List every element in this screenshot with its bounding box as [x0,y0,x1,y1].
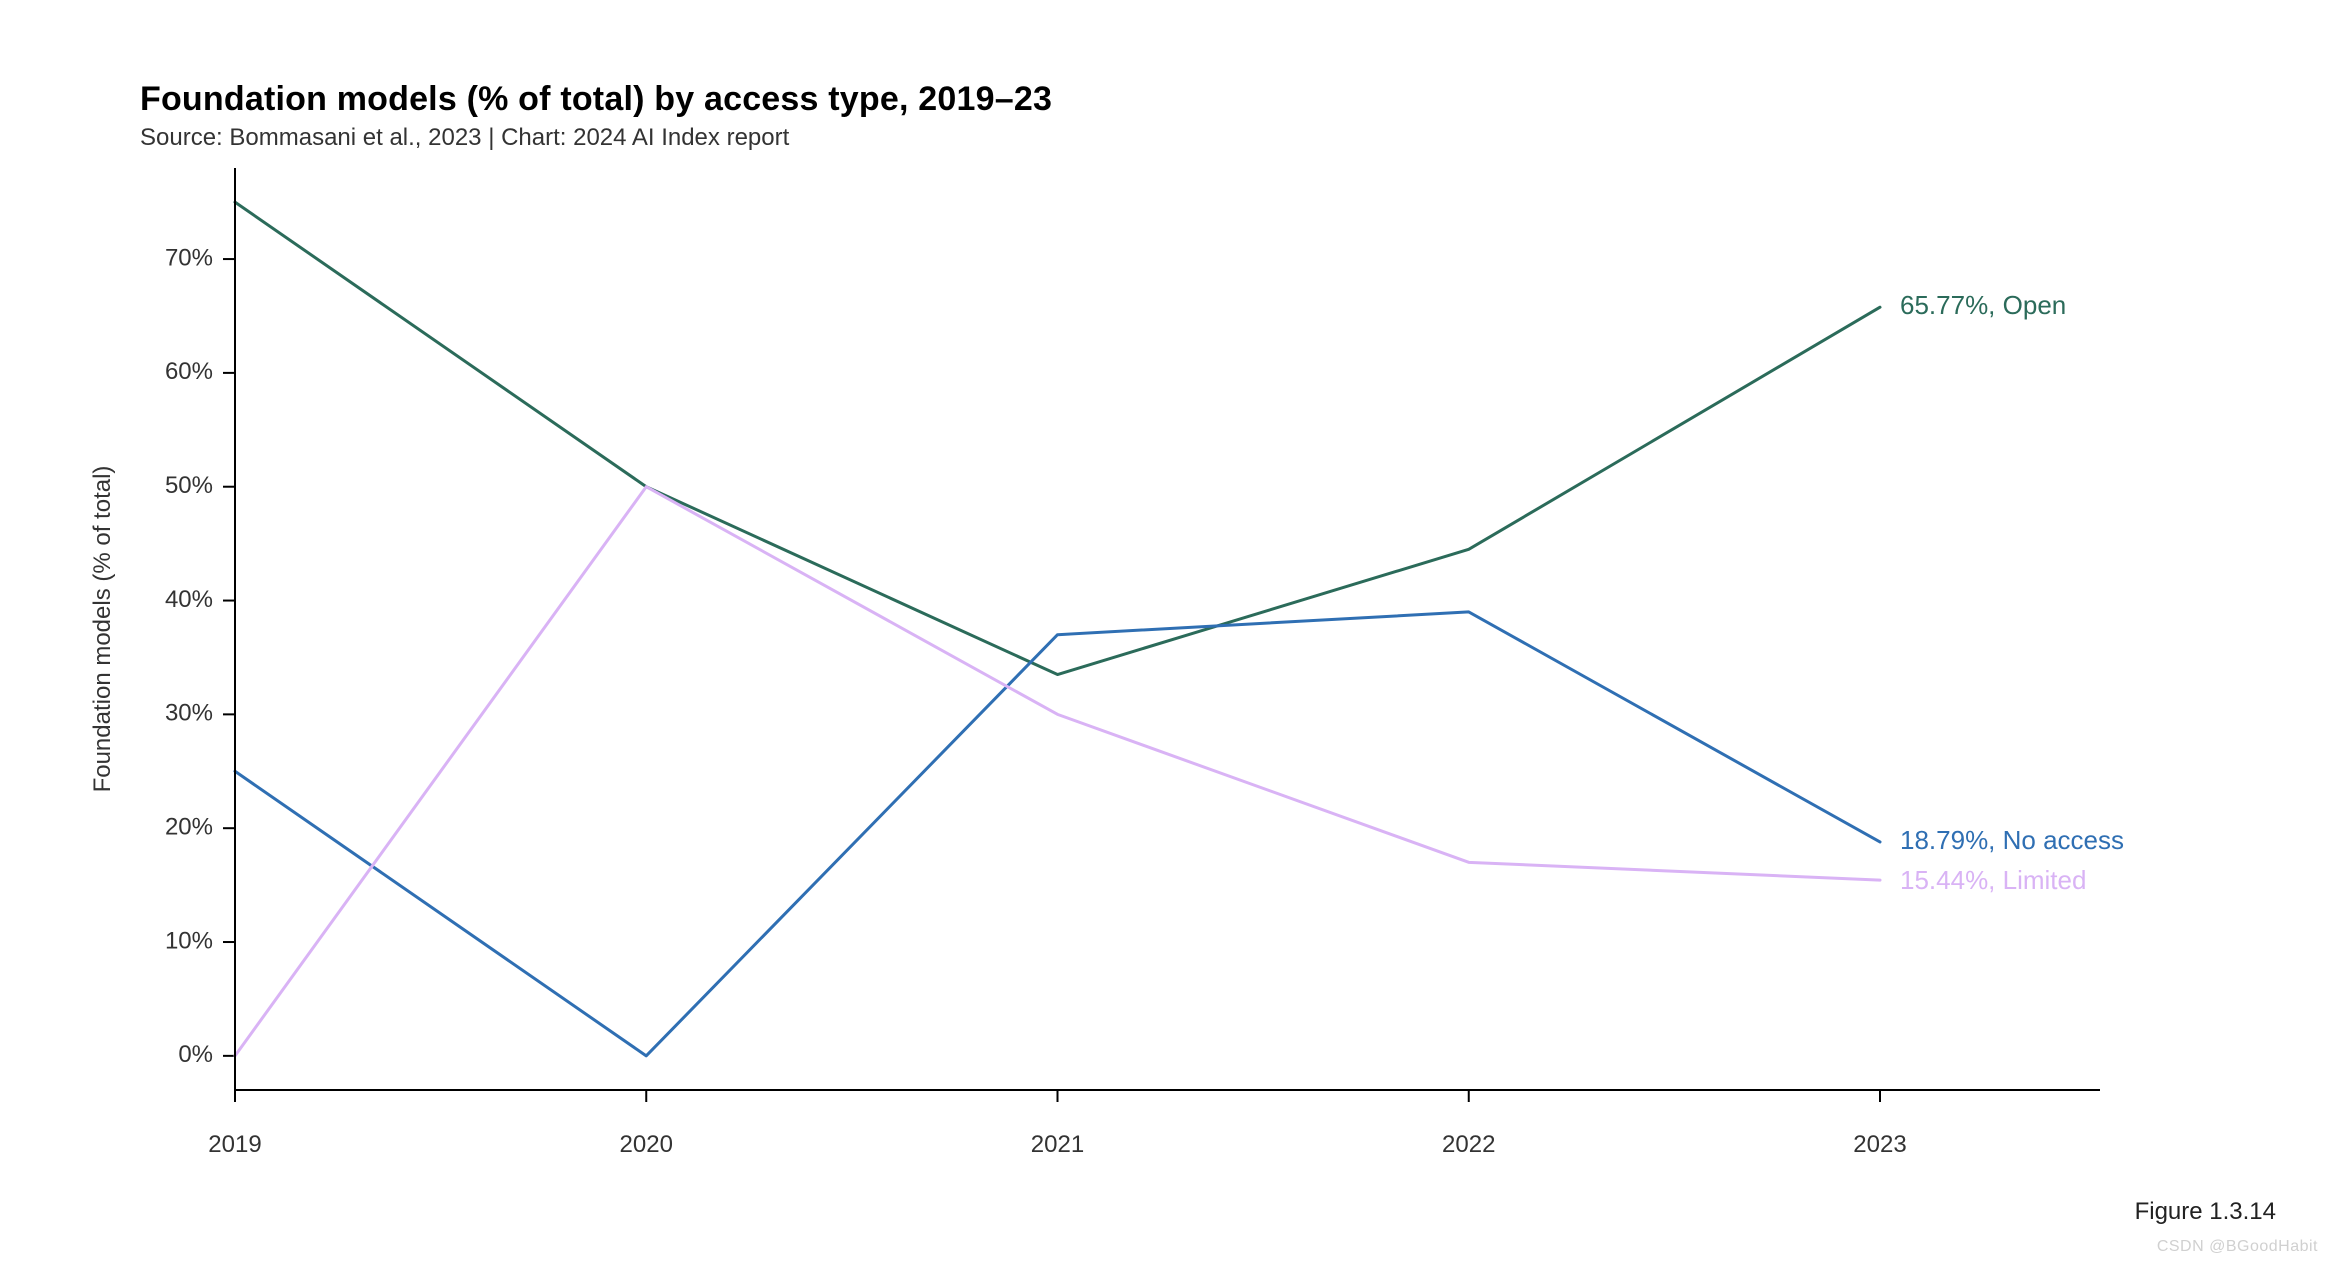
series-end-label-limited: 15.44%, Limited [1900,865,2086,895]
y-tick-label: 60% [165,358,213,385]
y-tick-label: 10% [165,927,213,954]
x-tick-label: 2020 [620,1131,673,1158]
y-tick-label: 70% [165,244,213,271]
series-end-label-no-access: 18.79%, No access [1900,825,2124,855]
y-tick-label: 40% [165,586,213,613]
series-line-no-access [235,612,1880,1056]
series-line-limited [235,487,1880,1056]
series-line-open [235,202,1880,674]
y-tick-label: 50% [165,472,213,499]
x-tick-label: 2023 [1853,1131,1906,1158]
series-end-label-open: 65.77%, Open [1900,290,2066,320]
x-tick-label: 2019 [208,1131,261,1158]
x-tick-label: 2022 [1442,1131,1495,1158]
watermark-text: CSDN @BGoodHabit [2157,1238,2318,1256]
y-axis-title: Foundation models (% of total) [89,466,116,793]
x-tick-label: 2021 [1031,1131,1084,1158]
chart-subtitle: Source: Bommasani et al., 2023 | Chart: … [140,124,789,152]
figure-number: Figure 1.3.14 [2135,1198,2276,1226]
y-tick-label: 0% [178,1041,213,1068]
chart-title: Foundation models (% of total) by access… [140,80,1052,119]
y-tick-label: 30% [165,700,213,727]
y-tick-label: 20% [165,814,213,841]
line-chart: 0% 10% 20% 30% 40% 50% 60% 70% 2019 2020 2021 2022 2… [0,0,2336,1266]
chart-page: Foundation models (% of total) by access… [0,0,2336,1266]
